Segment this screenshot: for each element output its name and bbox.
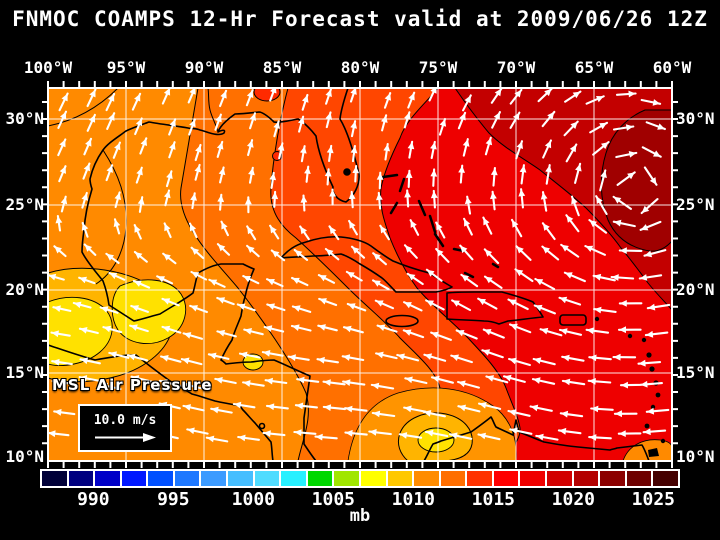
colorbar-cell	[413, 470, 440, 487]
colorbar-cell	[306, 470, 334, 487]
isobar-contour-nw	[48, 88, 119, 127]
lat-label: 15°N	[5, 363, 44, 382]
lat-label: 25°N	[676, 195, 715, 214]
coastline-jamaica	[385, 314, 419, 328]
colorbar-tick-label: 1025	[631, 489, 675, 510]
coastline-bahamas	[381, 173, 500, 279]
lon-label: 100°W	[23, 58, 73, 77]
colorbar-cell	[200, 470, 228, 487]
colorbar-tick-label: 1020	[551, 489, 595, 510]
colorbar-tick-label: 1015	[471, 489, 515, 510]
wind-speed-label: 10.0 m/s	[93, 413, 157, 428]
colorbar-cell	[545, 470, 573, 487]
lat-label: 10°N	[676, 447, 715, 466]
lat-label: 10°N	[5, 447, 44, 466]
colorbar	[40, 469, 680, 488]
grid-lines	[48, 88, 672, 461]
colorbar-cell	[280, 470, 307, 487]
lon-label: 85°W	[262, 58, 302, 77]
low-pressure-yellow-south	[417, 427, 455, 453]
colorbar-cell	[439, 470, 467, 487]
lon-label: 90°W	[184, 58, 224, 77]
colorbar-cell	[333, 470, 360, 487]
lon-label: 95°W	[106, 58, 146, 77]
lon-label: 80°W	[340, 58, 380, 77]
colorbar-cell	[625, 470, 653, 487]
colorbar-cell	[652, 470, 679, 487]
colorbar-tick-label: 1010	[391, 489, 435, 510]
colorbar-cell	[253, 470, 281, 487]
colorbar-cell	[386, 470, 414, 487]
field-label: MSL Air Pressure	[52, 376, 213, 394]
wind-arrow-icon	[95, 433, 156, 442]
colorbar-cell	[599, 470, 626, 487]
colorbar-cell	[572, 470, 600, 487]
river-mississippi	[207, 88, 219, 133]
lake-okeechobee	[343, 168, 351, 176]
lon-label: 75°W	[418, 58, 458, 77]
colorbar-units: mb	[349, 506, 371, 526]
lat-label: 15°N	[676, 363, 715, 382]
lon-label: 60°W	[652, 58, 692, 77]
colorbar-cell	[492, 470, 520, 487]
colorbar-cell	[120, 470, 148, 487]
degree-ticks	[42, 81, 678, 468]
page-title: FNMOC COAMPS 12-Hr Forecast valid at 200…	[12, 7, 708, 31]
colorbar-cell	[41, 470, 68, 487]
colorbar-cell	[466, 470, 493, 487]
lat-label: 30°N	[5, 109, 44, 128]
lat-label: 20°N	[676, 280, 715, 299]
coastline-pacific	[48, 344, 274, 461]
lon-label: 65°W	[574, 58, 614, 77]
map-canvas	[42, 81, 678, 468]
colorbar-cell	[67, 470, 95, 487]
colorbar-tick-label: 990	[77, 489, 110, 510]
lat-label: 20°N	[5, 280, 44, 299]
colorbar-tick-label: 995	[157, 489, 190, 510]
colorbar-cell	[359, 470, 387, 487]
coastline-lesser-antilles	[594, 316, 666, 457]
lon-label: 70°W	[496, 58, 536, 77]
colorbar-cell	[227, 470, 254, 487]
wind-arrows	[48, 88, 671, 443]
wind-speed-legend: 10.0 m/s	[78, 404, 172, 452]
lake-nicaragua	[258, 422, 266, 430]
pressure-region-high-center	[600, 109, 672, 252]
colorbar-cell	[519, 470, 546, 487]
colorbar-cell	[147, 470, 174, 487]
colorbar-cell	[94, 470, 121, 487]
coastline-hispaniola	[446, 291, 544, 325]
colorbar-tick-label: 1000	[231, 489, 275, 510]
coastline-puerto-rico	[559, 314, 587, 326]
colorbar-tick-label: 1005	[311, 489, 355, 510]
coastline-cuba	[280, 235, 453, 293]
lat-label: 30°N	[676, 109, 715, 128]
lat-label: 25°N	[5, 195, 44, 214]
coastline-south-america	[423, 416, 650, 461]
colorbar-cell	[173, 470, 201, 487]
